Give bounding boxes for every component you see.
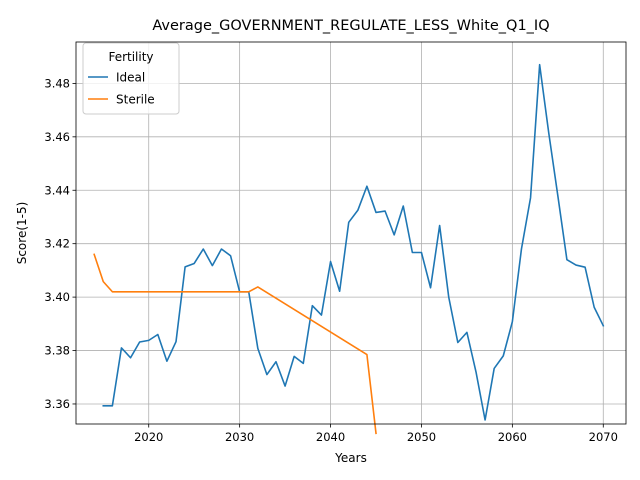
- x-tick-label: 2040: [316, 430, 345, 444]
- legend-box: [82, 42, 180, 115]
- grid-lines: [76, 42, 626, 424]
- y-tick-label: 3.38: [44, 344, 70, 358]
- series-line-sterile: [93, 253, 377, 435]
- axis-ticks: 2020 2030 2040 2050 2060 2070 3.36 3.38 3.40 3.42…: [44, 76, 618, 444]
- x-tick-label: 2060: [498, 430, 527, 444]
- axes-frame: [75, 41, 627, 425]
- y-tick-label: 3.42: [44, 237, 70, 251]
- y-tick-label: 3.40: [44, 290, 70, 304]
- legend-label-ideal: Ideal: [116, 71, 145, 85]
- y-tick-label: 3.46: [44, 130, 70, 144]
- series-layer: [93, 63, 605, 435]
- y-tick-label: 3.48: [44, 76, 70, 90]
- legend-entries: Ideal Sterile: [88, 71, 155, 107]
- legend-label-sterile: Sterile: [116, 93, 155, 107]
- y-tick-label: 3.44: [44, 183, 70, 197]
- x-tick-label: 2030: [225, 430, 254, 444]
- x-tick-label: 2020: [134, 430, 163, 444]
- legend-title: Fertility: [108, 50, 153, 64]
- chart-title: Average_GOVERNMENT_REGULATE_LESS_White_Q…: [152, 18, 549, 34]
- x-tick-label: 2050: [407, 430, 436, 444]
- x-tick-label: 2070: [589, 430, 618, 444]
- y-axis-label: Score(1-5): [15, 202, 29, 265]
- series-line-ideal: [102, 63, 605, 421]
- x-axis-label: Years: [334, 451, 367, 465]
- y-tick-label: 3.36: [44, 397, 70, 411]
- legend: Fertility Ideal Sterile: [82, 42, 180, 115]
